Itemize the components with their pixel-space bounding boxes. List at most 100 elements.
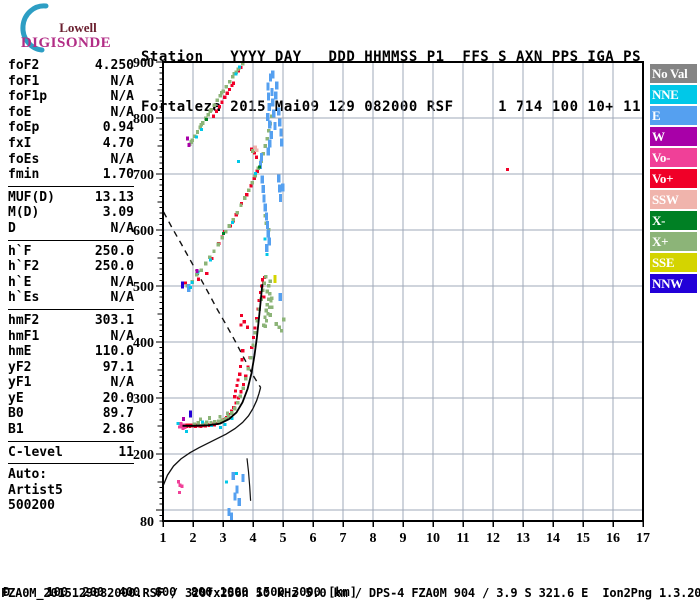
param-value: 250.0 (94, 259, 134, 275)
param-value: N/A (110, 375, 134, 391)
param-value: 3.09 (102, 205, 134, 221)
x-tick-label: 5 (280, 531, 287, 546)
param-value: 4.250 (94, 58, 134, 73)
param-label: M(D) (8, 205, 40, 221)
param-value: 11 (118, 444, 134, 460)
param-fxi: fxI 4.70 (8, 136, 134, 152)
y-tick-label: 200 (133, 448, 154, 463)
param-label: hmF1 (8, 328, 40, 344)
panel-separator (8, 308, 134, 310)
param-value: N/A (110, 89, 134, 105)
param-label: h`F (8, 243, 32, 259)
series-nnw (181, 281, 192, 418)
x-tick-label: 6 (310, 531, 317, 546)
param-fmin: fmin 1.70 (8, 167, 134, 183)
param-value: N/A (110, 151, 134, 167)
ionogram-plot: 1 2 3 4 5 6 7 8 9 10 11 12 13 14 15 16 17 900 800 700 600 500… (133, 56, 650, 546)
param-label: foF1p (8, 89, 48, 105)
param-hme: hmE 110.0 (8, 344, 134, 360)
legend-item-ssw: SSW (650, 190, 697, 209)
param-value: 89.7 (102, 406, 134, 422)
param-value: N/A (110, 73, 134, 89)
x-tick-label: 3 (220, 531, 227, 546)
param-hf: h`F 250.0 (8, 244, 134, 260)
x-tick-label: 4 (250, 531, 257, 546)
param-label: foF1 (8, 73, 40, 89)
param-value: 0.94 (102, 120, 134, 136)
param-value: N/A (110, 328, 134, 344)
param-he: h`E N/A (8, 275, 134, 291)
y-tick-label: 700 (133, 168, 154, 183)
param-auto: Auto: (8, 467, 134, 483)
param-b1: B1 2.86 (8, 422, 134, 438)
x-tick-label: 14 (546, 531, 560, 546)
legend-item-x: X- (650, 211, 697, 230)
x-tick-label: 9 (400, 531, 407, 546)
param-label: foEs (8, 151, 40, 167)
param-artist5: Artist5 (8, 483, 134, 499)
param-ye: yE 20.0 (8, 391, 134, 407)
x-tick-label: 2 (190, 531, 197, 546)
param-label: hmE (8, 344, 32, 360)
x-tick-label: 13 (516, 531, 530, 546)
y-tick-label: 80 (140, 515, 154, 530)
legend-item-noval: No Val (650, 64, 697, 83)
param-value: 250.0 (94, 243, 134, 259)
param-foes: foEs N/A (8, 152, 134, 168)
param-value: N/A (110, 104, 134, 120)
param-label: h`E (8, 274, 32, 290)
param-label: hmF2 (8, 312, 40, 328)
param-value: 97.1 (102, 359, 134, 375)
line-profile-lower-segment (246, 458, 252, 501)
distance-row: D 100 200 400 600 800 1000 1500 3000 [km… (3, 585, 358, 599)
param-fof1p: foF1p N/A (8, 89, 134, 105)
param-label: yF2 (8, 359, 32, 375)
legend-item-x: X+ (650, 232, 697, 251)
d-muf-table: D 100 200 400 600 800 1000 1500 3000 [km… (3, 556, 364, 600)
param-mufd: MUF(D) 13.13 (8, 190, 134, 206)
logo-lowell-text: Lowell (59, 20, 97, 35)
x-tick-label: 16 (606, 531, 620, 546)
param-value: 2.86 (102, 422, 134, 438)
x-tick-label: 12 (486, 531, 500, 546)
y-tick-label: 300 (133, 392, 154, 407)
y-tick-label: 400 (133, 336, 154, 351)
param-label: foE (8, 104, 32, 120)
legend-item-e: E (650, 106, 697, 125)
series-vo (181, 66, 509, 429)
param-label: B0 (8, 406, 24, 422)
legend-item-vo: Vo- (650, 148, 697, 167)
x-tick-label: 8 (370, 531, 377, 546)
file-info-line: FZA0M_2015129082000.RSF / 320fx256h 50 k… (1, 586, 700, 600)
param-label: fmin (8, 167, 40, 183)
param-label: Auto: (8, 467, 48, 483)
param-label: yF1 (8, 375, 32, 391)
line-profile-extrapolated (162, 211, 262, 389)
param-label: foF2 (8, 58, 40, 73)
param-md: M(D) 3.09 (8, 205, 134, 221)
line-true-height-profile (162, 387, 262, 485)
param-label: B1 (8, 422, 24, 438)
param-foep: foEp 0.94 (8, 120, 134, 136)
param-clevel: C-level 11 (8, 445, 134, 461)
param-value: N/A (110, 290, 134, 306)
series-w (182, 136, 199, 422)
param-label: MUF(D) (8, 189, 55, 205)
param-value: 4.70 (102, 135, 134, 151)
logo-digisonde-text: DIGISONDE (21, 35, 111, 51)
panel-separator (8, 463, 134, 465)
legend-item-w: W (650, 127, 697, 146)
legend-item-vo: Vo+ (650, 169, 697, 188)
param-value: 303.1 (94, 312, 134, 328)
param-value: 20.0 (102, 390, 134, 406)
param-yf1: yF1 N/A (8, 375, 134, 391)
param-foe: foE N/A (8, 105, 134, 121)
scaled-parameters-panel: foF2 4.250 foF1 N/A foF1p N/A foE N/A foEp 0.94 fx… (8, 58, 134, 514)
param-fof1: foF1 N/A (8, 74, 134, 90)
param-label: yE (8, 390, 24, 406)
echo-color-legend: No Val NNE E W Vo- Vo+ SSW X- X+ SSE NNW (650, 64, 697, 295)
param-label: foEp (8, 120, 40, 136)
param-hf2: h`F2 250.0 (8, 259, 134, 275)
param-yf2: yF2 97.1 (8, 360, 134, 376)
line-artist-hprime-fit (182, 284, 264, 427)
